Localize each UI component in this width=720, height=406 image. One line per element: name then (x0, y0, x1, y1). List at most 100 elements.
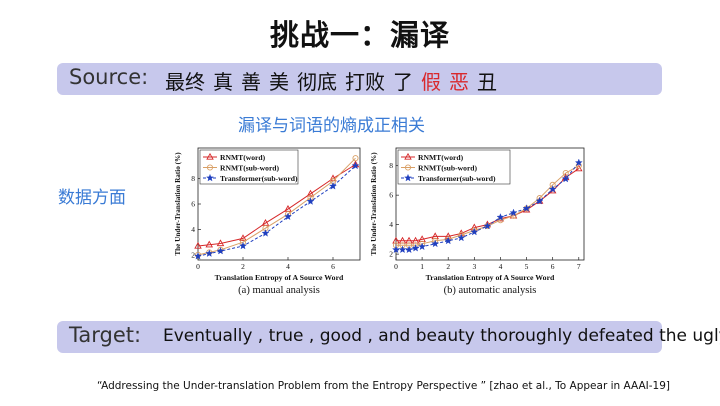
data-point (206, 173, 214, 182)
data-point (329, 182, 337, 190)
data-point (206, 164, 214, 171)
y-tick-label: 6 (389, 191, 393, 200)
y-tick-label: 4 (389, 220, 393, 229)
series-rnmt-word- (194, 160, 360, 249)
data-point (444, 236, 453, 245)
legend: RNMT(word)RNMT(sub-word) Transformer(sub-… (199, 149, 299, 185)
data-point (404, 164, 412, 171)
slide-title: 挑战一：漏译 (269, 18, 450, 52)
y-tick-label: 6 (191, 200, 195, 209)
x-tick-label: 4 (286, 262, 290, 271)
source-word: 善 (241, 70, 261, 94)
data-point (194, 241, 202, 249)
data-point (352, 155, 359, 162)
data-point (206, 152, 214, 160)
y-tick-label: 8 (389, 161, 393, 170)
source-word: 美 (269, 70, 289, 94)
data-point (284, 212, 292, 221)
data-point (392, 245, 400, 254)
data-point (216, 239, 225, 247)
x-tick-label: 3 (472, 262, 476, 271)
data-point (574, 158, 583, 167)
x-tick-label: 6 (331, 262, 335, 271)
data-point (205, 249, 214, 257)
x-axis-label: Translation Entropy of A Source Word (426, 273, 555, 282)
source-word: 了 (393, 70, 413, 94)
data-point (405, 245, 414, 254)
data-point (239, 234, 247, 242)
data-point (261, 229, 270, 237)
source-word: 打败 (345, 70, 385, 94)
data-point (411, 244, 420, 252)
chart-subtitle: 漏译与词语的熵成正相关 (238, 116, 425, 136)
data-point (404, 173, 412, 182)
x-tick-label: 1 (420, 262, 424, 271)
y-axis-label: The Under-Translation Ratio (%) (174, 152, 182, 256)
series-line (197, 157, 356, 256)
plot-frame (395, 147, 585, 261)
legend-box (397, 149, 511, 185)
chart-caption: (a) manual analysis (238, 285, 320, 296)
target-sentence: Eventually , true , good , and beauty th… (163, 326, 720, 346)
data-point (522, 204, 531, 212)
y-tick-label: 2 (191, 250, 195, 259)
citation: “Addressing the Under-translation Proble… (97, 380, 670, 392)
y-axis-label: The Under-Translation Ratio (%) (370, 152, 378, 256)
source-word: 假 (421, 70, 441, 94)
data-point (535, 196, 544, 205)
legend-label: Transformer(sub-word) (220, 174, 298, 183)
x-tick-label: 0 (394, 262, 398, 271)
data-point (194, 252, 202, 260)
data-point (398, 245, 407, 254)
x-tick-label: 0 (196, 262, 200, 271)
data-point (496, 213, 505, 221)
data-point (509, 208, 518, 217)
x-axis-label: Translation Entropy of A Source Word (215, 273, 344, 282)
legend: RNMT(word)RNMT(sub-word) Transformer(sub-… (397, 149, 511, 185)
data-aspect-label: 数据方面 (58, 188, 126, 208)
chart-automatic-analysis: 0 1 2 3 4 5 6 7 2 4 6 8 Translation Entropy of A Sou… (366, 138, 588, 306)
data-point (548, 185, 557, 193)
x-tick-label: 7 (577, 262, 581, 271)
source-band: Source: 最终真善美彻底 打败了假恶丑 (57, 63, 662, 95)
legend-label: Transformer(sub-word) (418, 174, 496, 183)
source-word: 真 (213, 70, 233, 94)
data-point (470, 227, 479, 236)
data-point (418, 242, 427, 251)
data-point (205, 240, 214, 248)
x-tick-label: 2 (241, 262, 245, 271)
data-point (404, 152, 412, 160)
data-point (561, 174, 570, 183)
data-point (457, 233, 466, 242)
x-tick-label: 2 (446, 262, 450, 271)
series-transformer-sub-word- (194, 161, 360, 260)
legend-label: RNMT(sub-word) (220, 163, 280, 172)
data-point (216, 246, 225, 255)
source-word: 最终 (165, 70, 205, 94)
data-point (239, 241, 247, 250)
chart-caption: (b) automatic analysis (444, 285, 537, 296)
legend-label: RNMT(sub-word) (418, 163, 478, 172)
data-point (431, 239, 440, 248)
x-tick-label: 4 (499, 262, 503, 271)
y-tick-label: 4 (191, 225, 195, 234)
y-tick-label: 2 (389, 250, 393, 259)
legend-label: RNMT(word) (220, 153, 266, 162)
x-tick-label: 5 (525, 262, 529, 271)
series-transformer-sub-word- (392, 158, 583, 254)
data-point (306, 189, 315, 197)
source-label: Source: (69, 65, 149, 89)
x-tick-label: 6 (551, 262, 555, 271)
y-tick-label: 8 (191, 174, 195, 183)
data-point (351, 161, 360, 170)
target-band: Target: Eventually , true , good , and b… (57, 321, 720, 353)
source-sentence: 最终真善美彻底 打败了假恶丑 (165, 66, 505, 95)
data-point (483, 221, 492, 230)
series-line (197, 164, 356, 247)
target-label: Target: (69, 323, 142, 347)
source-word: 丑 (477, 70, 497, 94)
source-word: 恶 (449, 70, 469, 94)
data-point (306, 197, 315, 205)
legend-label: RNMT(word) (418, 153, 464, 162)
